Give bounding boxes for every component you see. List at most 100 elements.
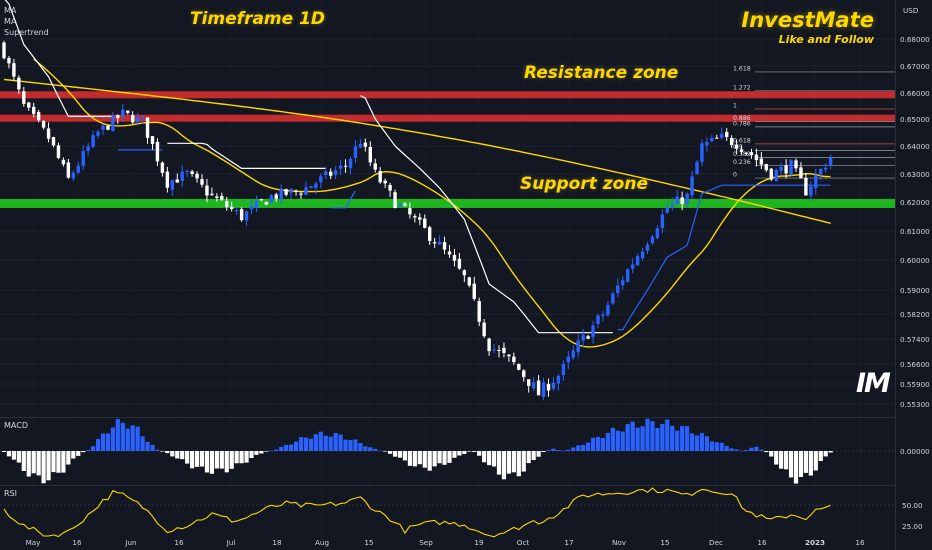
candle-body: [81, 151, 85, 166]
price-axis[interactable]: 0.68000 0.67000 0.66000 0.65000 0.64000 0.630…: [900, 6, 930, 531]
candle-body: [22, 91, 26, 104]
macd-bar: [477, 451, 482, 456]
x-tick-label: 17: [564, 538, 573, 547]
macd-bar: [427, 451, 432, 471]
indicator-label-supertrend[interactable]: Supertrend: [4, 28, 49, 37]
candle: [185, 169, 189, 177]
candle-body: [210, 193, 214, 195]
macd-bar: [670, 425, 675, 451]
candle-body: [393, 192, 397, 209]
candle-body: [744, 152, 749, 154]
candle: [195, 171, 199, 183]
candle: [56, 142, 61, 160]
candle-body: [220, 195, 224, 200]
im-logo: IM: [856, 368, 891, 399]
candle: [734, 139, 739, 155]
candle-body: [586, 336, 590, 339]
candle-body: [254, 200, 259, 209]
macd-bar: [442, 451, 447, 465]
candle-body: [764, 164, 768, 171]
macd-bar: [754, 446, 759, 451]
macd-bar: [595, 436, 601, 451]
candle: [145, 117, 150, 144]
brand-block: InvestMate Like and Follow: [741, 8, 874, 46]
macd-bar: [368, 447, 373, 451]
candlestick-series: [2, 40, 833, 401]
candle: [388, 182, 392, 197]
macd-pane-label[interactable]: MACD: [4, 421, 28, 430]
candle: [61, 157, 66, 167]
candle-body: [264, 202, 269, 205]
macd-bar: [293, 441, 299, 451]
candle: [536, 375, 541, 396]
candle-body: [729, 138, 734, 145]
supertrend-segment: [330, 190, 356, 209]
time-axis[interactable]: May 16 Jun 16 Jul 18 Aug 15 Sep 19 Oct 17 Nov 15 Dec 16…: [26, 538, 865, 547]
rsi-path: [3, 487, 831, 538]
candle: [645, 241, 650, 255]
candle: [710, 134, 714, 143]
candle-body: [695, 161, 699, 175]
resistance-zone-label: Resistance zone: [524, 63, 679, 83]
macd-bar: [803, 451, 808, 473]
macd-bar: [120, 422, 125, 451]
candle-body: [749, 152, 754, 156]
macd-bar: [739, 450, 744, 452]
candle-body: [819, 168, 823, 175]
macd-bar: [496, 451, 502, 475]
x-tick-label: Dec: [709, 538, 723, 547]
candle-body: [185, 170, 189, 172]
macd-bar: [313, 434, 318, 451]
candle-body: [126, 110, 130, 113]
candle: [106, 124, 110, 131]
candle-body: [195, 173, 199, 179]
macd-bar: [813, 451, 818, 471]
candle-body: [789, 160, 793, 176]
candle: [784, 159, 788, 179]
candle: [51, 136, 56, 148]
y-tick-label: 0.57400: [900, 335, 930, 344]
macd-bar: [625, 424, 630, 451]
macd-bar: [506, 451, 511, 474]
y-tick-label: 0.68000: [900, 35, 930, 44]
candle: [581, 328, 585, 347]
candle-body: [299, 193, 303, 195]
candle: [309, 186, 313, 189]
macd-bar: [358, 443, 363, 451]
candle-body: [27, 102, 31, 108]
candle: [408, 202, 412, 219]
macd-bar: [640, 426, 645, 451]
indicator-label-ma-1[interactable]: MA: [4, 6, 17, 15]
macd-bar: [91, 446, 96, 451]
candle-body: [418, 217, 422, 220]
candle: [729, 135, 734, 148]
candle: [556, 374, 561, 391]
candle: [205, 178, 209, 203]
macd-bar: [521, 451, 526, 472]
candle: [135, 112, 140, 125]
candle-body: [774, 169, 778, 181]
candle: [819, 167, 823, 181]
candle-body: [403, 203, 407, 206]
fib-level-label: 1.618: [733, 65, 751, 72]
macd-bar: [378, 450, 383, 452]
macd-bar: [714, 442, 719, 451]
macd-bar: [180, 451, 185, 460]
macd-bar: [729, 448, 734, 451]
support-zone-band: [0, 198, 895, 208]
rsi-pane-label[interactable]: RSI: [4, 489, 17, 498]
candle-body: [824, 167, 828, 170]
candle: [507, 354, 511, 362]
x-tick-label: 19: [474, 538, 484, 547]
x-tick-label: 15: [364, 538, 373, 547]
candle: [244, 210, 249, 226]
macd-bar: [373, 448, 378, 451]
indicator-label-ma-2[interactable]: MA: [4, 17, 17, 26]
x-tick-label: Jun: [124, 538, 136, 547]
candle-body: [190, 171, 194, 174]
macd-bar: [343, 439, 348, 451]
candle: [586, 334, 590, 339]
x-tick-label: 15: [660, 538, 669, 547]
candle: [715, 134, 719, 139]
